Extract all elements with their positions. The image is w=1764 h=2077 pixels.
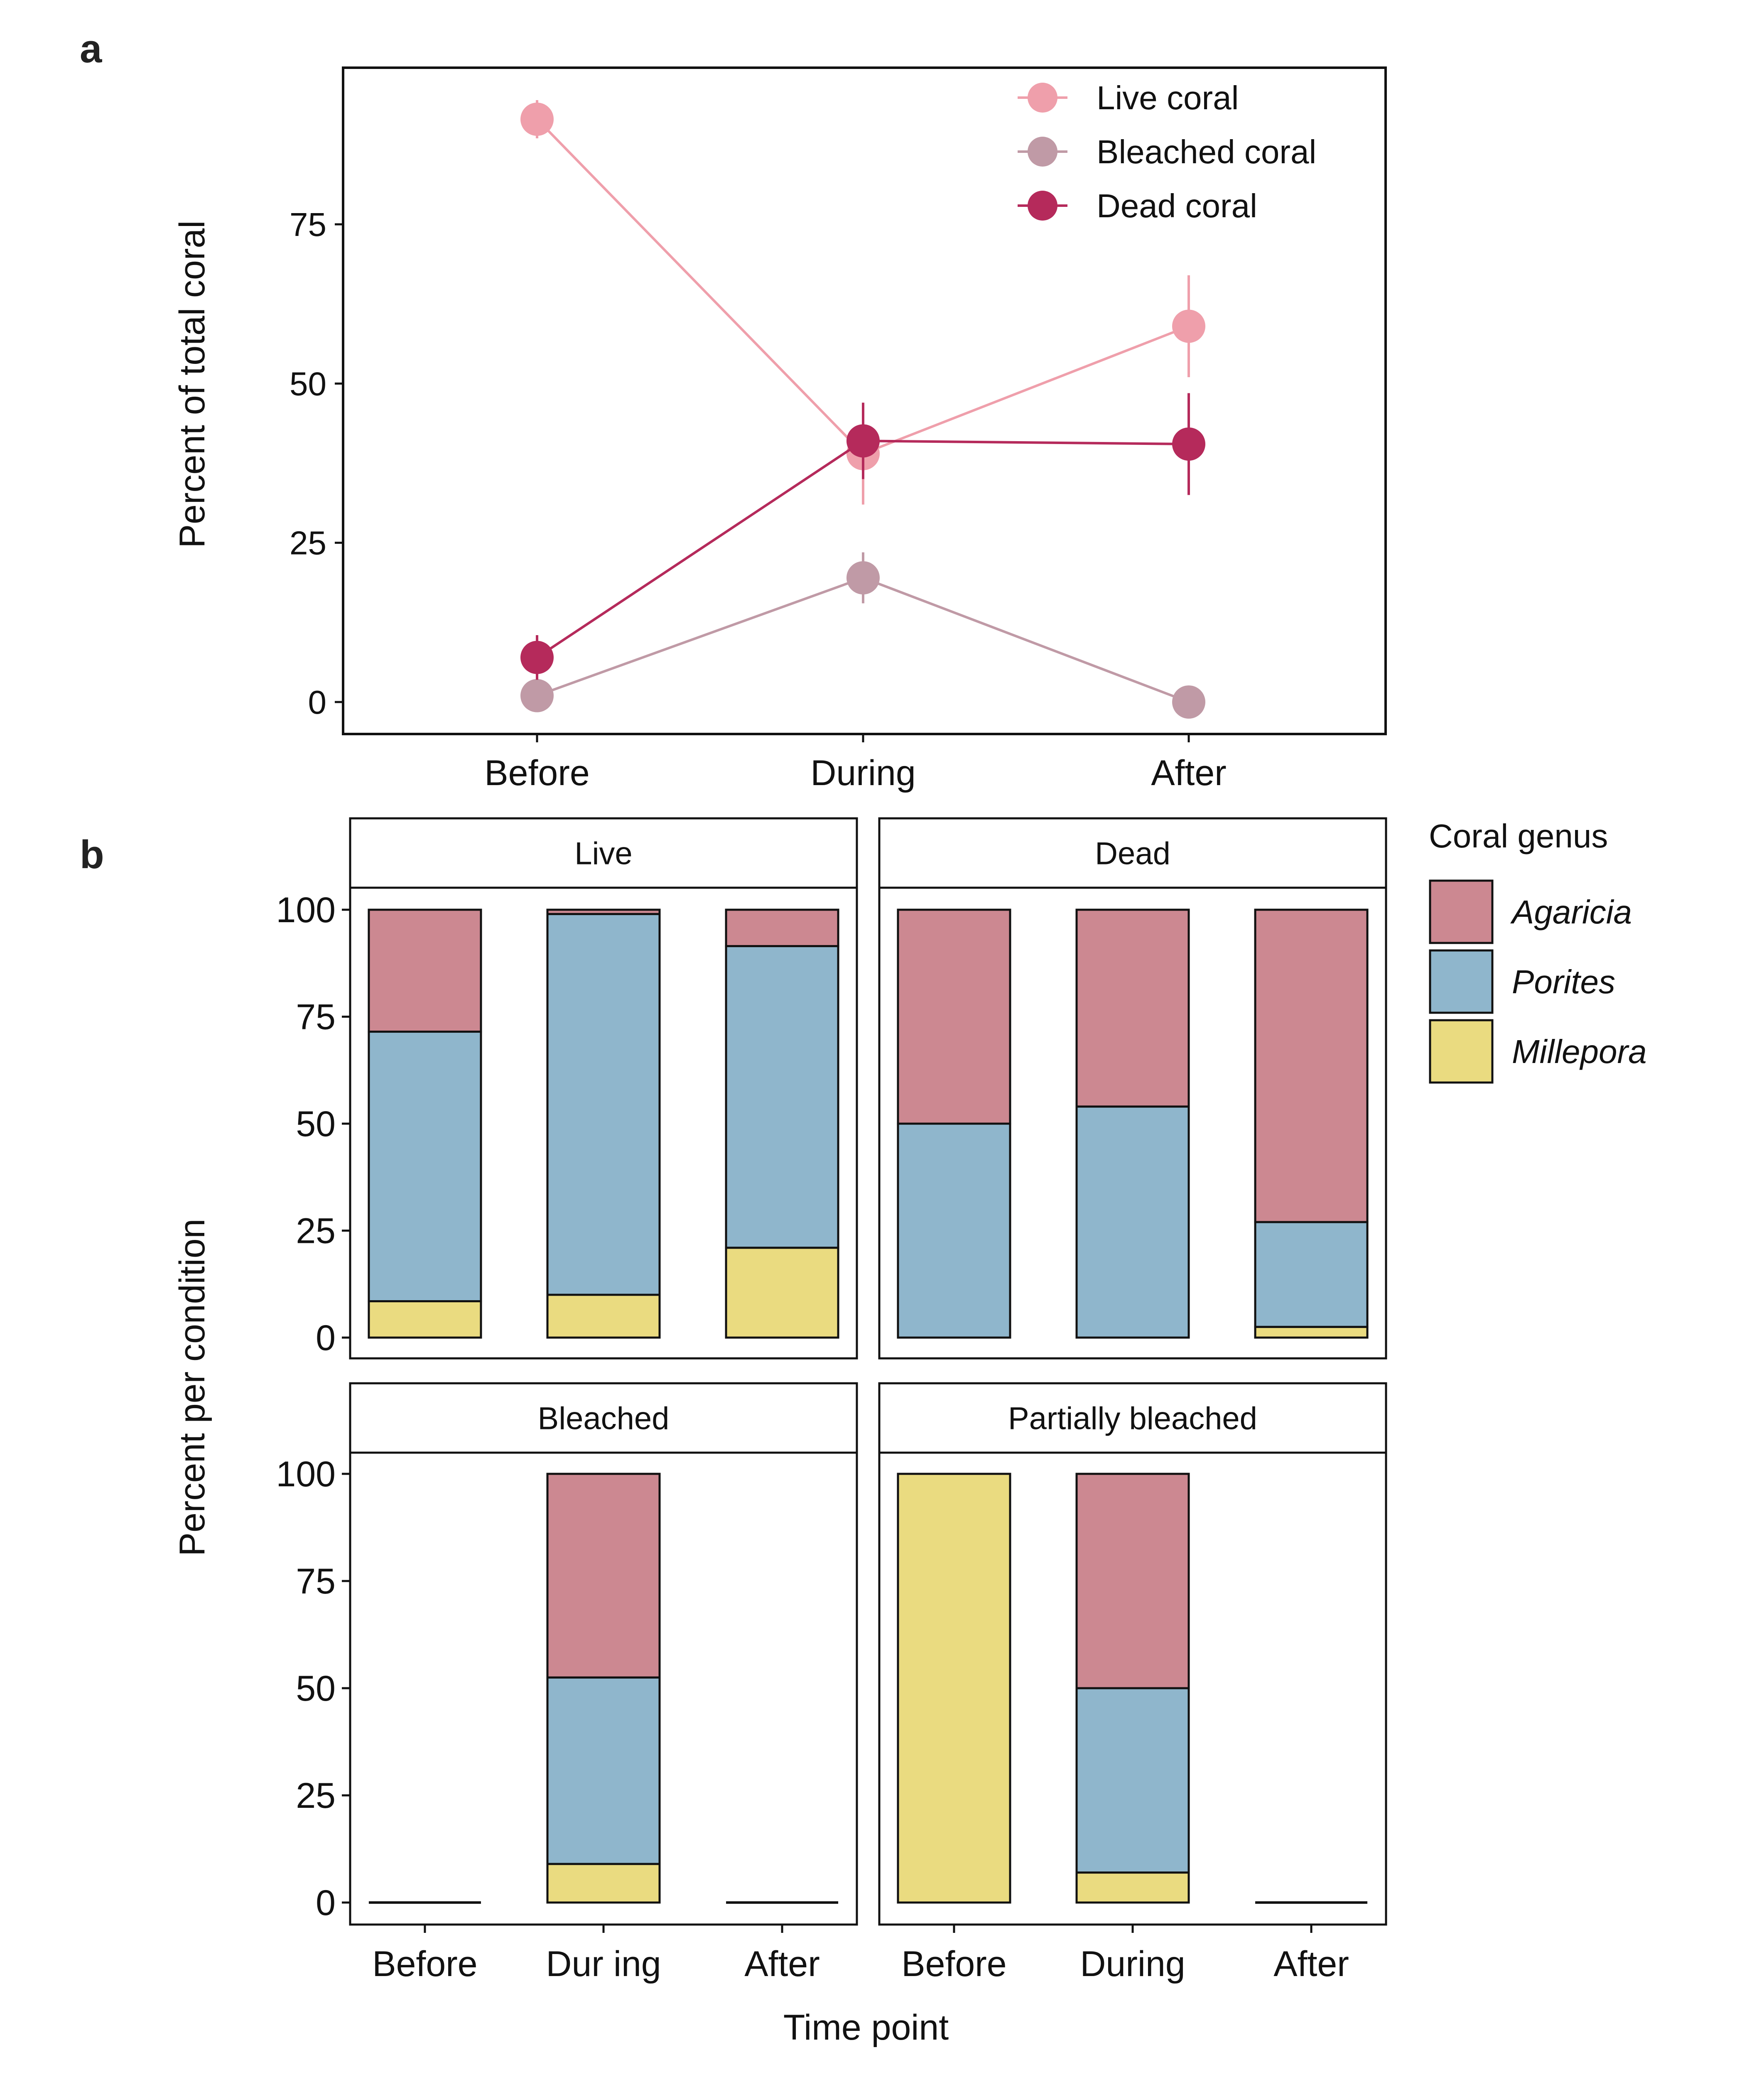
x-axis-title-b: Time point [783,2008,949,2048]
facet-bleached: Bleached 0 25 50 75 100 Before Dur ing After [276,1382,858,1984]
facet-live: Live 0 25 50 75 100 [276,817,858,1360]
facet-strip-label: Live [574,836,632,872]
legend-b: Coral genus Agaricia Porites Millepora [1429,818,1647,1084]
y-tick-label-a: 75 [290,206,326,243]
legend-marker [1028,83,1057,113]
y-tick-label-b: 50 [296,1669,336,1709]
bar-segment-porites [725,945,839,1249]
legend-label-agaricia: Agaricia [1510,894,1632,930]
bar-segment-agaricia [368,908,482,1033]
bar-segment-agaricia [1075,1473,1190,1689]
bar-segment-porites [1075,1105,1190,1339]
bar-segment-porites [546,913,661,1296]
bar-segment-agaricia [1254,908,1369,1223]
y-tick-label-b: 75 [296,997,336,1037]
bar-segment-porites [897,1122,1011,1339]
y-tick-label-a: 25 [290,525,326,562]
y-tick-label-b: 100 [276,890,336,930]
x-tick-label-a: Before [484,753,589,793]
legend-label-porites: Porites [1512,963,1615,1000]
bar-segment-agaricia [725,908,839,948]
legend-a: Live coral Bleached coral Dead coral [1018,79,1316,224]
y-tick-label-b: 100 [276,1454,336,1494]
bar-segment-millepora [546,1294,661,1339]
line-chart-panel-a: Percent of total coral 0 25 50 75 Before Dur… [172,66,1387,793]
x-tick-label-b: After [744,1944,820,1984]
legend-key-millepora [1429,1019,1494,1084]
panel-label-a: a [80,27,102,71]
legend-title-b: Coral genus [1429,818,1608,854]
x-tick-label-a: After [1151,753,1227,793]
bar-segment-millepora [725,1247,839,1339]
x-ticks-a: Before During After [484,734,1227,793]
bar-segment-agaricia [1075,908,1190,1108]
legend-label-millepora: Millepora [1512,1033,1647,1070]
bar-segment-millepora [1254,1326,1369,1339]
x-tick-label-b: After [1273,1944,1349,1984]
y-ticks-a: 0 25 50 75 [290,206,343,721]
series-a [520,100,1205,719]
y-tick-label-b: 0 [316,1883,336,1923]
y-tick-label-a: 0 [308,684,327,721]
y-tick-label-b: 25 [296,1211,336,1251]
data-point [520,641,554,674]
x-tick-label-b: Before [372,1944,477,1984]
facet-strip-label: Bleached [538,1401,670,1436]
y-tick-label-a: 50 [290,365,326,402]
legend-key-porites [1429,949,1494,1014]
data-point [520,679,554,712]
x-tick-label-b: During [1080,1944,1185,1984]
facet-dead: Dead [878,817,1387,1360]
legend-key-agaricia [1429,879,1494,944]
bar-segment-millepora [897,1473,1011,1904]
legend-marker [1028,137,1057,167]
bar-segment-porites [368,1031,482,1302]
panel-label-b: b [80,832,104,877]
bar-chart-panel-b: Percent per condition Time point Live 0 25… [172,817,1647,2048]
bar-segment-agaricia [546,1473,661,1679]
x-tick-label-b: Before [901,1944,1006,1984]
legend-label: Dead coral [1097,187,1257,224]
x-tick-label-b: Dur ing [546,1944,661,1984]
bar-segment-agaricia [546,908,661,915]
y-axis-title-b: Percent per condition [172,1219,212,1557]
bar-segment-porites [546,1676,661,1865]
facet-strip [878,817,1387,889]
facets-b: Live 0 25 50 75 100 Dead Bleached 0 25 50 75 100 Befo… [276,817,1387,1984]
facet-strip [349,1382,858,1454]
facet-partially-bleached: Partially bleached Before During After [878,1382,1387,1984]
data-point [846,424,880,458]
y-axis-title-a: Percent of total coral [172,221,212,548]
data-point [1172,685,1205,719]
facet-strip [878,1382,1387,1454]
bar-segment-agaricia [897,908,1011,1125]
y-tick-label-b: 75 [296,1561,336,1601]
y-tick-label-b: 25 [296,1776,336,1816]
y-tick-label-b: 0 [316,1318,336,1358]
bar-segment-porites [1254,1221,1369,1328]
y-tick-label-b: 50 [296,1104,336,1144]
plot-frame-a [342,66,1387,735]
data-point [846,561,880,594]
facet-strip-label: Dead [1095,836,1170,872]
facet-strip [349,817,858,889]
data-point [1172,427,1205,461]
legend-marker [1028,191,1057,221]
facet-strip-label: Partially bleached [1008,1401,1257,1436]
legend-label: Bleached coral [1097,133,1316,170]
data-point [520,103,554,136]
legend-label: Live coral [1097,79,1239,116]
bar-segment-millepora [1075,1871,1190,1904]
bar-segment-porites [1075,1687,1190,1874]
x-tick-label-a: During [810,753,915,793]
bar-segment-millepora [546,1863,661,1904]
bar-segment-millepora [368,1300,482,1339]
data-point [1172,309,1205,343]
